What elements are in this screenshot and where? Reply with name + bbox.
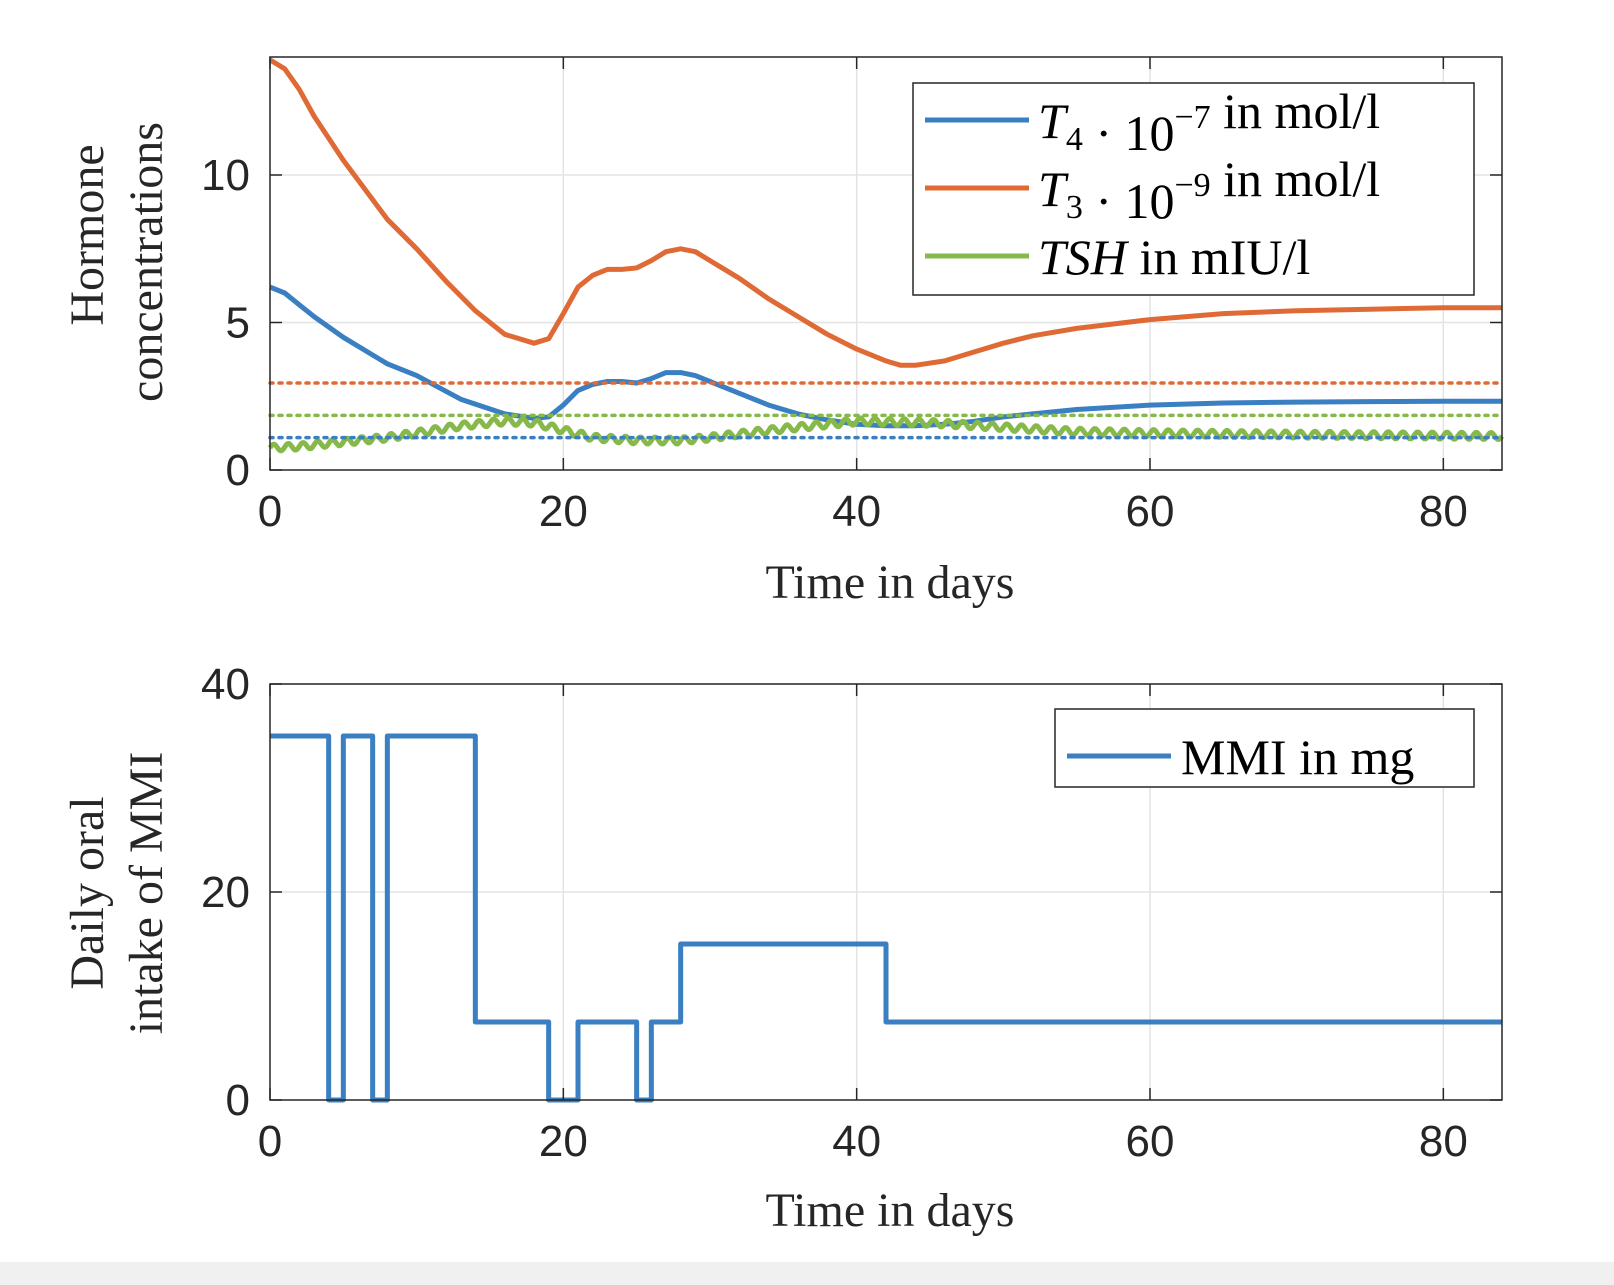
hormone-chart-xtick-label-4: 80 [1419,487,1468,536]
hormone-chart-ytick-label-1: 5 [226,299,250,348]
hormone-chart-xtick-label-3: 60 [1126,487,1175,536]
hormone-chart-x-label: Time in days [766,556,1015,609]
mmi-chart-x-ticks: 0 20 40 60 80 [258,684,1468,1166]
hormone-chart-axes [269,56,1503,471]
mmi-chart-xtick-label-3: 60 [1126,1117,1175,1166]
mmi-chart-xtick-label-0: 0 [258,1117,282,1166]
mmi-chart-legend-box [1054,708,1475,788]
mmi-chart-legend-label-0: MMI in mg [1181,729,1414,785]
mmi-chart-y-label-line1: Daily oral [61,796,114,989]
hormone-chart-x-ticks: 0 20 40 60 80 [258,57,1468,536]
hormone-chart-y-label-line1: Hormone [61,144,114,325]
hormone-chart-xtick-label-1: 20 [539,487,588,536]
mmi-chart-ytick-label-0: 0 [226,1076,250,1125]
mmi-chart-y-ticks: 0 20 40 [201,660,1502,1125]
hormone-chart-series-0 [269,284,1502,429]
hormone-chart-y-ticks: 0 5 10 [201,151,1502,495]
hormone-chart: 0 20 40 60 80 0 5 10 Time in days Hormone conc… [61,56,1504,609]
hormone-chart-series [267,57,1504,454]
hormone-chart-frame [269,56,1503,471]
hormone-chart-ytick-label-2: 10 [201,151,250,200]
mmi-chart-xtick-label-2: 40 [832,1117,881,1166]
hormone-chart-xtick-label-0: 0 [258,487,282,536]
mmi-chart-y-label-line2: intake of MMI [120,752,173,1035]
hormone-chart-y-label-line2: concentrations [120,122,173,402]
mmi-chart-x-label: Time in days [766,1184,1015,1237]
mmi-chart-ytick-label-1: 20 [201,868,250,917]
mmi-chart-ytick-label-2: 40 [201,660,250,709]
mmi-chart-xtick-label-1: 20 [539,1117,588,1166]
mmi-chart-xtick-label-4: 80 [1419,1117,1468,1166]
mmi-chart-series-0 [270,733,1502,1103]
mmi-chart-series [270,733,1502,1103]
mmi-chart-legend: MMI in mg [1054,708,1475,788]
hormone-chart-legend-label-2: TSH in mIU/l [1038,229,1310,285]
hormone-chart-legend: T4 · 10−7 in mol/lT3 · 10−9 in mol/lTSH … [912,82,1475,296]
hormone-chart-series-1 [268,57,1502,368]
hormone-chart-series-2 [267,415,1504,454]
bottom-band [0,1262,1614,1285]
hormone-chart-xtick-label-2: 40 [832,487,881,536]
hormone-chart-legend-label-1: T3 · 10−9 in mol/l [1038,151,1380,229]
hormone-chart-legend-label-0: T4 · 10−7 in mol/l [1038,83,1380,161]
hormone-chart-ytick-label-0: 0 [226,446,250,495]
